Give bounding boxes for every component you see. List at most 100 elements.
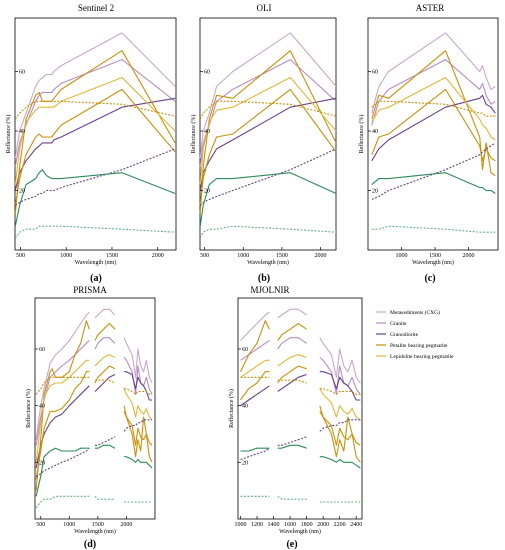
y-tick-label: 20 xyxy=(19,189,25,195)
plot-frame xyxy=(237,297,363,520)
panel-e: MJOLNIR 1000 1200 1400 1600 1800 2000 2200 2400… xyxy=(228,285,363,550)
legend-label: Lepidolite bearing pegmatite xyxy=(390,354,454,360)
y-tick-label: 20 xyxy=(242,460,248,466)
series-line xyxy=(35,354,153,463)
series-line xyxy=(371,88,496,162)
series-line xyxy=(199,100,337,120)
panel-b-plot: 500 1000 1500 2000 20 40 60 Wavelength (nm) Refl… xyxy=(190,17,337,266)
plot-frame xyxy=(367,17,499,251)
series-line xyxy=(14,225,176,239)
x-tick-label: 500 xyxy=(16,253,25,259)
legend-label: Granite xyxy=(390,321,407,327)
series-line xyxy=(14,148,176,206)
series-line xyxy=(371,50,496,177)
series-line xyxy=(14,32,176,158)
series-line xyxy=(35,308,153,440)
y-tick-label: 40 xyxy=(242,404,248,410)
panel-c-plot: 1000 1500 2000 20 40 60 Wavelength (nm) Reflect… xyxy=(358,17,499,266)
series-line xyxy=(240,308,361,384)
series-line xyxy=(199,148,337,206)
series-line xyxy=(199,32,337,158)
series-line xyxy=(35,376,153,395)
series-line xyxy=(371,59,496,126)
series-line xyxy=(199,50,337,215)
x-axis-label: Wavelength (nm) xyxy=(247,259,289,266)
x-tick-label: 1800 xyxy=(301,522,313,528)
panel-a-title: Sentinel 2 xyxy=(78,3,114,13)
series-line xyxy=(240,376,361,395)
panel-d-title: PRISMA xyxy=(73,285,107,295)
x-tick-label: 1000 xyxy=(237,253,249,259)
y-tick-label: 60 xyxy=(19,70,25,76)
x-tick-label: 2000 xyxy=(317,522,329,528)
series-line xyxy=(371,100,496,117)
panel-c-label: (c) xyxy=(424,273,435,284)
series-line xyxy=(240,444,361,469)
series-line xyxy=(371,94,496,162)
plot-frame xyxy=(199,17,337,251)
legend: Metasediments (CXG) Granite Granodiorite… xyxy=(376,309,454,360)
series-line xyxy=(240,365,361,446)
legend-entry: Granodiorite xyxy=(376,332,419,338)
series-line xyxy=(371,32,496,114)
x-tick-label: 2000 xyxy=(152,253,164,259)
y-axis-label: Reflectance (%) xyxy=(190,115,197,154)
series-line xyxy=(199,76,337,185)
x-tick-label: 1500 xyxy=(276,253,288,259)
series-line xyxy=(14,169,176,227)
x-axis-label: Wavelength (nm) xyxy=(75,259,117,266)
x-tick-label: 500 xyxy=(36,522,45,528)
y-tick-label: 60 xyxy=(372,70,378,76)
y-tick-label: 20 xyxy=(204,189,210,195)
panel-a-label: (a) xyxy=(90,273,102,284)
legend-entry: Lepidolite bearing pegmatite xyxy=(376,354,454,360)
series-line xyxy=(35,444,153,497)
panel-b-label: (b) xyxy=(258,273,270,284)
panel-e-title: MJOLNIR xyxy=(250,285,289,295)
series-line xyxy=(240,337,361,395)
panel-e-label: (e) xyxy=(286,539,297,550)
legend-label: Metasediments (CXG) xyxy=(390,309,440,316)
x-axis-label: Wavelength (nm) xyxy=(279,528,321,535)
series-line xyxy=(240,419,361,461)
series-line xyxy=(240,495,361,503)
x-tick-label: 1500 xyxy=(429,253,441,259)
legend-entry: Petalite bearing pegmatite xyxy=(376,343,448,349)
series-line xyxy=(199,172,337,227)
panel-a-plot: 500 1000 1500 2000 20 40 60 Wavelength (nm) Refl… xyxy=(5,17,177,266)
y-tick-label: 60 xyxy=(39,347,45,353)
x-tick-label: 2200 xyxy=(334,522,346,528)
panel-c-title: ASTER xyxy=(416,3,445,13)
y-axis-label: Reflectance (%) xyxy=(358,115,365,154)
series-line xyxy=(371,172,496,194)
series-line xyxy=(240,320,361,463)
x-tick-label: 2000 xyxy=(463,253,475,259)
x-tick-label: 1500 xyxy=(92,522,104,528)
y-tick-label: 60 xyxy=(204,70,210,76)
x-tick-label: 2000 xyxy=(315,253,327,259)
legend-entry: Granite xyxy=(376,321,407,327)
x-tick-label: 1000 xyxy=(234,522,246,528)
y-tick-label: 40 xyxy=(372,129,378,135)
series-line xyxy=(35,365,153,480)
series-line xyxy=(240,354,361,421)
series-line xyxy=(14,97,176,191)
series-line xyxy=(199,225,337,239)
x-tick-label: 2000 xyxy=(120,522,132,528)
series-line xyxy=(14,100,176,120)
y-tick-label: 40 xyxy=(204,129,210,135)
legend-entry: Metasediments (CXG) xyxy=(376,309,440,316)
series-line xyxy=(35,419,153,477)
panel-b-title: OLI xyxy=(257,3,272,13)
series-line xyxy=(199,88,337,206)
panel-d: PRISMA 500 1000 1500 2000 20 40 60 Wavelength (… xyxy=(25,285,156,550)
legend-label: Petalite bearing pegmatite xyxy=(390,343,448,349)
x-tick-label: 1200 xyxy=(251,522,263,528)
panel-b: OLI 500 1000 1500 2000 20 40 60 Wavelength (nm)… xyxy=(190,3,337,284)
legend-label: Granodiorite xyxy=(390,332,419,338)
y-tick-label: 20 xyxy=(372,189,378,195)
series-line xyxy=(371,225,496,233)
x-axis-label: Wavelength (nm) xyxy=(74,528,116,535)
plot-frame xyxy=(34,297,156,520)
panel-e-plot: 1000 1200 1400 1600 1800 2000 2200 2400 20 40 60 Wa… xyxy=(228,297,363,535)
